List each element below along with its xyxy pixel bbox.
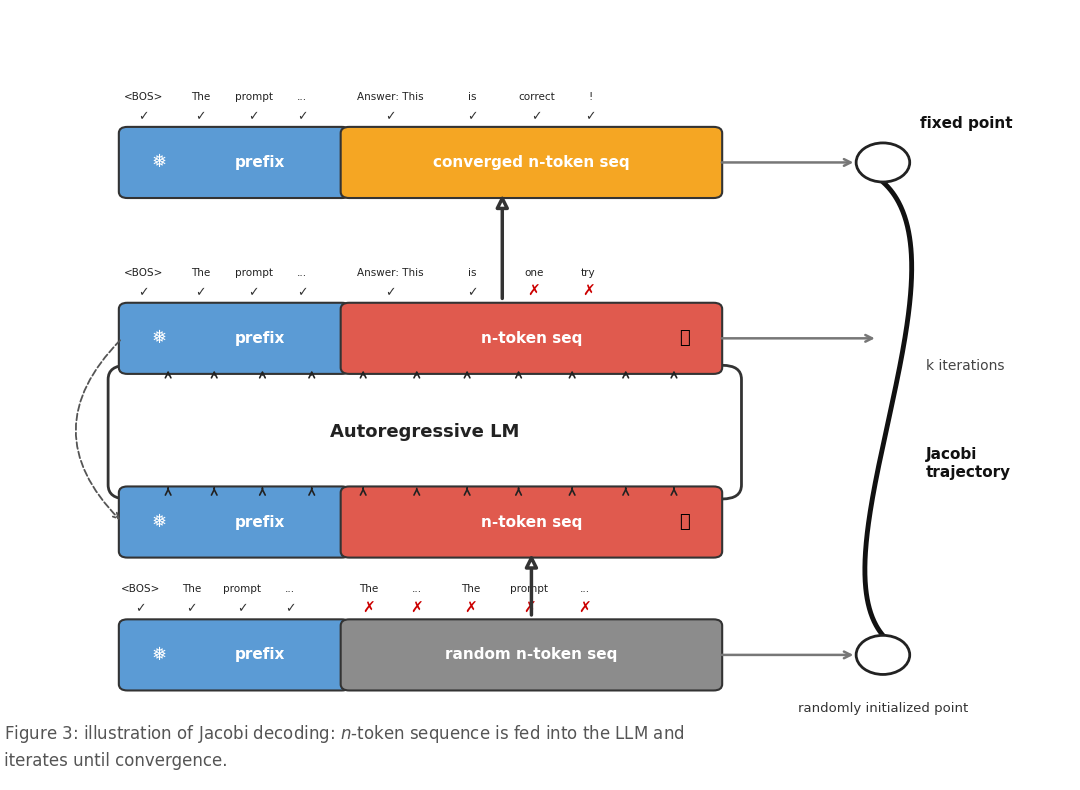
Text: The: The <box>191 92 210 102</box>
Text: ✗: ✗ <box>582 284 595 299</box>
Text: ...: ... <box>411 585 422 594</box>
Text: k iterations: k iterations <box>926 359 1004 373</box>
Text: ✗: ✗ <box>523 600 536 615</box>
Text: ✓: ✓ <box>138 110 149 123</box>
Text: ✓: ✓ <box>531 110 542 123</box>
FancyBboxPatch shape <box>340 487 723 558</box>
Text: prefix: prefix <box>235 331 285 346</box>
Circle shape <box>856 143 909 182</box>
Text: n-token seq: n-token seq <box>481 514 582 529</box>
FancyBboxPatch shape <box>119 619 350 690</box>
Text: n-token seq: n-token seq <box>481 331 582 346</box>
Text: ✓: ✓ <box>468 110 477 123</box>
Text: prompt: prompt <box>510 585 549 594</box>
Text: <BOS>: <BOS> <box>124 92 163 102</box>
Text: ✗: ✗ <box>579 600 592 615</box>
Text: !: ! <box>589 92 593 102</box>
Text: ✗: ✗ <box>464 600 476 615</box>
Text: ...: ... <box>580 585 590 594</box>
Text: Figure 3: illustration of Jacobi decoding: $n$-token sequence is fed into the LL: Figure 3: illustration of Jacobi decodin… <box>4 723 685 770</box>
Text: ✓: ✓ <box>248 286 259 299</box>
Text: <BOS>: <BOS> <box>121 585 160 594</box>
Text: prompt: prompt <box>224 585 261 594</box>
Text: converged n-token seq: converged n-token seq <box>433 155 630 170</box>
Text: ✓: ✓ <box>248 110 259 123</box>
FancyBboxPatch shape <box>119 487 350 558</box>
Text: The: The <box>183 585 201 594</box>
FancyBboxPatch shape <box>119 303 350 374</box>
Text: Jacobi
trajectory: Jacobi trajectory <box>926 446 1011 480</box>
Text: Answer: This: Answer: This <box>356 268 423 278</box>
Text: ✓: ✓ <box>585 110 595 123</box>
Text: ✓: ✓ <box>468 286 477 299</box>
Text: prompt: prompt <box>234 268 273 278</box>
Text: ✗: ✗ <box>362 600 375 615</box>
FancyBboxPatch shape <box>340 619 723 690</box>
Text: one: one <box>524 268 543 278</box>
Text: is: is <box>469 92 476 102</box>
Text: ...: ... <box>297 92 307 102</box>
Text: prefix: prefix <box>235 514 285 529</box>
Text: fixed point: fixed point <box>920 116 1013 131</box>
Text: ...: ... <box>285 585 295 594</box>
Text: ✓: ✓ <box>195 110 205 123</box>
Text: prefix: prefix <box>235 155 285 170</box>
Text: ✗: ✗ <box>410 600 423 615</box>
Text: <BOS>: <BOS> <box>124 268 163 278</box>
Text: Answer: This: Answer: This <box>356 92 423 102</box>
Text: random n-token seq: random n-token seq <box>445 647 618 662</box>
Text: is: is <box>469 268 476 278</box>
Text: The: The <box>191 268 210 278</box>
Text: randomly initialized point: randomly initialized point <box>798 702 968 715</box>
Text: ✓: ✓ <box>138 286 149 299</box>
Circle shape <box>856 635 909 675</box>
Text: ✓: ✓ <box>195 286 205 299</box>
Text: prompt: prompt <box>234 92 273 102</box>
Text: The: The <box>359 585 378 594</box>
Text: ✓: ✓ <box>297 286 308 299</box>
Text: ❅: ❅ <box>152 646 167 664</box>
Text: ...: ... <box>297 268 307 278</box>
Text: ✓: ✓ <box>237 603 247 615</box>
Text: ✓: ✓ <box>187 603 197 615</box>
Text: try: try <box>581 268 595 278</box>
Text: Autoregressive LM: Autoregressive LM <box>330 423 519 441</box>
Text: prefix: prefix <box>235 647 285 662</box>
Text: ❅: ❅ <box>152 513 167 531</box>
FancyBboxPatch shape <box>340 127 723 198</box>
Text: ❅: ❅ <box>152 153 167 171</box>
Text: ✗: ✗ <box>527 284 540 299</box>
FancyBboxPatch shape <box>108 365 742 499</box>
Text: correct: correct <box>518 92 555 102</box>
Text: ✓: ✓ <box>384 110 395 123</box>
FancyBboxPatch shape <box>340 303 723 374</box>
Text: 🔥: 🔥 <box>679 329 690 348</box>
Text: ✓: ✓ <box>297 110 308 123</box>
Text: ✓: ✓ <box>285 603 296 615</box>
Text: ✓: ✓ <box>135 603 146 615</box>
Text: 🔥: 🔥 <box>679 513 690 531</box>
FancyBboxPatch shape <box>119 127 350 198</box>
Text: ❅: ❅ <box>152 329 167 348</box>
Text: ✓: ✓ <box>384 286 395 299</box>
Text: The: The <box>461 585 480 594</box>
